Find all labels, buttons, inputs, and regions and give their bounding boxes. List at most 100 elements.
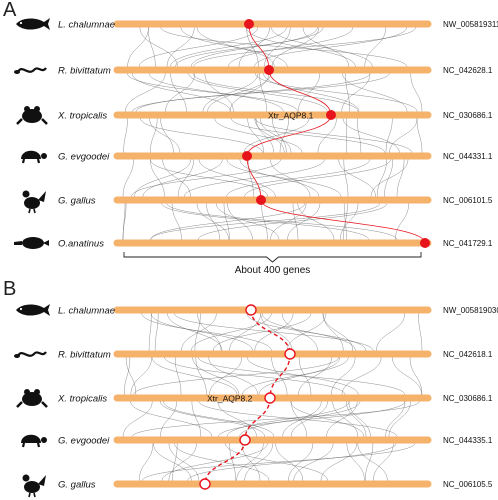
synteny-link bbox=[196, 202, 230, 241]
synteny-link bbox=[180, 26, 288, 68]
synteny-link bbox=[133, 356, 340, 396]
synteny-link bbox=[385, 117, 393, 154]
species-name: R. bivittatum bbox=[58, 350, 111, 361]
synteny-link bbox=[160, 117, 174, 154]
synteny-link bbox=[162, 158, 191, 198]
synteny-link bbox=[198, 158, 276, 198]
synteny-link bbox=[191, 400, 202, 438]
synteny-link bbox=[160, 400, 177, 438]
species-name: G. evgoodei bbox=[58, 436, 110, 447]
accession-label: NW_005819311 bbox=[443, 20, 498, 29]
gene-span-bracket bbox=[123, 252, 422, 263]
synteny-link bbox=[410, 72, 423, 113]
species-name: L. chalumnae bbox=[58, 20, 115, 31]
accession-label: NC_006101.5 bbox=[443, 196, 493, 205]
synteny-link bbox=[409, 356, 423, 396]
species-name: X. tropicalis bbox=[57, 111, 107, 122]
synteny-link bbox=[226, 158, 342, 198]
synteny-link bbox=[376, 312, 406, 352]
synteny-link bbox=[204, 72, 234, 113]
synteny-link bbox=[226, 400, 350, 438]
species-name: R. bivittatum bbox=[58, 66, 111, 77]
synteny-link bbox=[342, 72, 408, 113]
platypus-icon bbox=[14, 237, 49, 249]
synteny-link bbox=[279, 117, 289, 154]
synteny-link bbox=[149, 158, 269, 198]
synteny-link bbox=[416, 117, 423, 154]
gene-label: Xtr_AQP8.2 bbox=[207, 394, 253, 404]
synteny-link bbox=[255, 117, 274, 154]
synteny-link bbox=[196, 26, 275, 68]
synteny-link bbox=[197, 202, 388, 241]
gene-marker bbox=[256, 195, 266, 205]
synteny-link bbox=[195, 356, 207, 396]
synteny-link bbox=[208, 356, 259, 396]
synteny-link bbox=[395, 202, 409, 241]
synteny-link bbox=[167, 312, 223, 352]
synteny-link bbox=[122, 158, 134, 198]
synteny-link bbox=[282, 400, 322, 438]
synteny-link bbox=[326, 400, 358, 438]
accession-label: NC_006105.5 bbox=[443, 480, 493, 489]
synteny-link bbox=[226, 158, 371, 198]
gene-marker bbox=[244, 19, 254, 29]
synteny-link bbox=[150, 202, 381, 241]
species-name: X. tropicalis bbox=[57, 394, 107, 405]
synteny-link bbox=[130, 356, 152, 396]
synteny-links bbox=[122, 23, 426, 485]
synteny-link bbox=[341, 356, 382, 396]
synteny-link bbox=[148, 72, 284, 113]
synteny-link bbox=[170, 26, 287, 68]
ortholog-link bbox=[244, 397, 271, 441]
synteny-link bbox=[287, 202, 321, 241]
coelacanth-icon bbox=[16, 304, 50, 316]
frog-icon bbox=[16, 389, 48, 408]
synteny-link bbox=[166, 26, 195, 68]
synteny-link bbox=[217, 400, 257, 438]
synteny-link bbox=[150, 312, 253, 352]
synteny-link bbox=[364, 26, 387, 68]
synteny-link bbox=[244, 442, 274, 482]
ortholog-link bbox=[260, 199, 426, 244]
gene-marker bbox=[420, 238, 430, 248]
gene-span-note: About 400 genes bbox=[235, 265, 311, 276]
synteny-link bbox=[246, 312, 367, 352]
synteny-link bbox=[194, 312, 201, 352]
synteny-link bbox=[254, 117, 285, 154]
synteny-link bbox=[254, 72, 418, 113]
turtle-icon bbox=[21, 150, 47, 164]
synteny-link bbox=[385, 400, 406, 438]
species-name: O.anatinus bbox=[58, 239, 104, 250]
ortholog-link bbox=[204, 439, 246, 485]
synteny-link bbox=[230, 117, 386, 154]
synteny-link bbox=[339, 202, 359, 241]
synteny-link bbox=[290, 400, 328, 438]
synteny-link bbox=[168, 442, 200, 482]
accession-label: NC_030686.1 bbox=[443, 111, 493, 120]
synteny-link bbox=[214, 117, 303, 154]
synteny-link bbox=[125, 72, 166, 113]
species-name: G. gallus bbox=[58, 480, 96, 491]
synteny-link bbox=[293, 442, 334, 482]
gene-marker bbox=[199, 478, 211, 490]
panel-letter: A bbox=[3, 0, 17, 21]
synteny-link bbox=[236, 442, 264, 482]
synteny-link bbox=[130, 400, 213, 438]
synteny-link bbox=[281, 312, 318, 352]
synteny-link bbox=[341, 72, 371, 113]
synteny-link bbox=[131, 158, 281, 198]
chromosome-tracks bbox=[113, 20, 432, 488]
synteny-link bbox=[148, 312, 152, 352]
synteny-link bbox=[247, 158, 254, 198]
synteny-link bbox=[384, 158, 394, 198]
synteny-link bbox=[357, 442, 388, 482]
synteny-link bbox=[298, 356, 312, 396]
synteny-link bbox=[229, 442, 236, 482]
synteny-link bbox=[269, 158, 311, 198]
synteny-link bbox=[174, 442, 270, 482]
synteny-link bbox=[370, 158, 409, 198]
synteny-link bbox=[264, 26, 291, 68]
synteny-link bbox=[346, 442, 365, 482]
synteny-link bbox=[197, 356, 406, 396]
